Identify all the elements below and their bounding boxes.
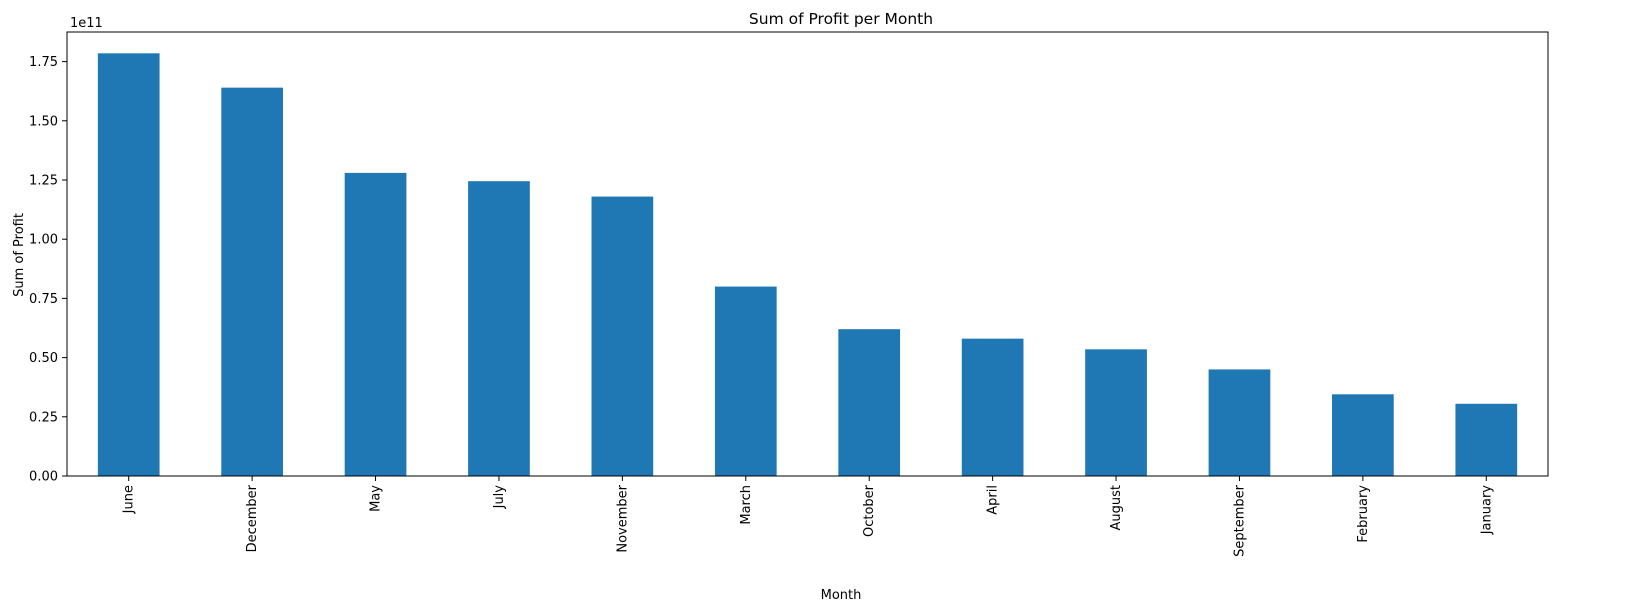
x-tick-label: March — [739, 485, 754, 525]
bar-april — [961, 338, 1024, 476]
bar-august — [1085, 349, 1147, 476]
y-tick-label: 0.25 — [29, 410, 58, 425]
y-tick-label: 1.00 — [29, 233, 58, 248]
y-tick-label: 1.25 — [29, 174, 58, 189]
y-axis-label: Sum of Profit — [12, 213, 27, 297]
x-tick-label: December — [245, 484, 260, 552]
chart-title: Sum of Profit per Month — [749, 10, 933, 28]
x-tick-label: July — [492, 485, 507, 510]
bar-february — [1332, 394, 1394, 476]
bar-january — [1455, 403, 1518, 476]
x-tick-label: February — [1356, 485, 1371, 543]
x-axis-label: Month — [821, 588, 862, 603]
y-axis-ticks: 0.00 0.25 0.50 0.75 1.00 1.25 1.50 1.75 — [29, 55, 67, 485]
x-tick-label: January — [1479, 485, 1494, 536]
bar-september — [1208, 369, 1271, 476]
x-tick-label: September — [1232, 484, 1247, 557]
bar-may — [344, 172, 407, 476]
y-tick-label: 0.50 — [29, 351, 58, 366]
y-tick-label: 1.50 — [29, 114, 58, 129]
bar-november — [591, 196, 654, 477]
x-tick-label: November — [615, 484, 630, 552]
bars-group — [97, 53, 1518, 477]
bar-july — [468, 181, 530, 476]
plot-frame — [66, 31, 1549, 477]
bar-june — [97, 53, 160, 476]
x-tick-label: May — [369, 485, 384, 512]
x-tick-label: August — [1109, 485, 1124, 531]
x-tick-label: October — [862, 484, 877, 537]
bar-march — [714, 286, 777, 476]
x-tick-label: April — [986, 485, 1001, 515]
bar-december — [221, 87, 283, 476]
x-axis-ticks: June December May July November March October A… — [122, 476, 1494, 557]
y-tick-label: 0.75 — [29, 292, 58, 307]
bar-october — [838, 329, 901, 476]
y-offset-label: 1e11 — [70, 16, 103, 31]
y-tick-label: 1.75 — [29, 55, 58, 70]
y-tick-label: 0.00 — [29, 470, 58, 485]
x-tick-label: June — [122, 485, 137, 514]
